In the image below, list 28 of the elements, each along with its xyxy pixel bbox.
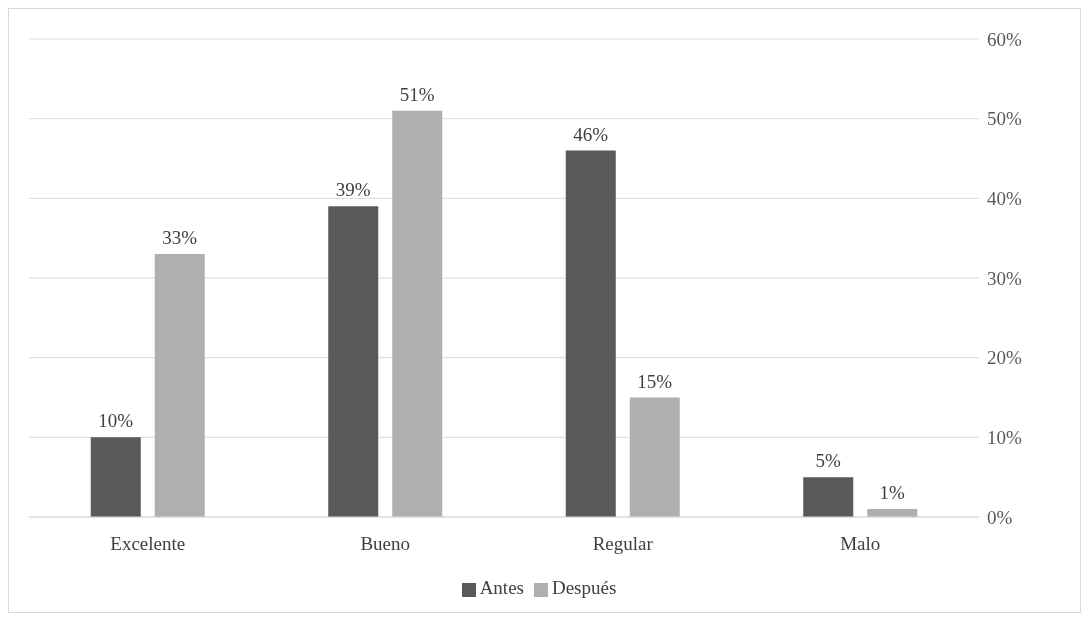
y-tick-label: 50%	[987, 108, 1022, 130]
x-tick-label: Regular	[592, 533, 654, 555]
y-tick-label: 20%	[987, 347, 1022, 369]
y-tick-label: 30%	[987, 267, 1022, 289]
data-label: 51%	[399, 83, 435, 105]
data-label: 1%	[879, 482, 906, 504]
bar	[803, 477, 854, 517]
x-tick-label: Malo	[840, 533, 881, 555]
data-label: 33%	[162, 227, 198, 249]
data-label: 5%	[815, 450, 842, 472]
bar	[629, 397, 680, 517]
data-label: 15%	[637, 370, 673, 392]
y-tick-label: 60%	[987, 28, 1022, 50]
y-tick-label: 0%	[987, 506, 1013, 528]
x-tick-label: Excelente	[110, 533, 186, 555]
bar	[154, 254, 205, 517]
legend-label: Después	[551, 577, 617, 598]
data-label: 39%	[335, 179, 371, 201]
bar	[392, 110, 443, 517]
bar	[565, 150, 616, 517]
data-label: 10%	[98, 410, 134, 432]
y-tick-label: 10%	[987, 427, 1022, 449]
y-tick-label: 40%	[987, 188, 1022, 210]
x-tick-label: Bueno	[360, 533, 411, 555]
bar	[328, 206, 379, 517]
legend-label: Antes	[479, 577, 524, 598]
bar	[90, 437, 141, 517]
data-label: 46%	[573, 123, 609, 145]
